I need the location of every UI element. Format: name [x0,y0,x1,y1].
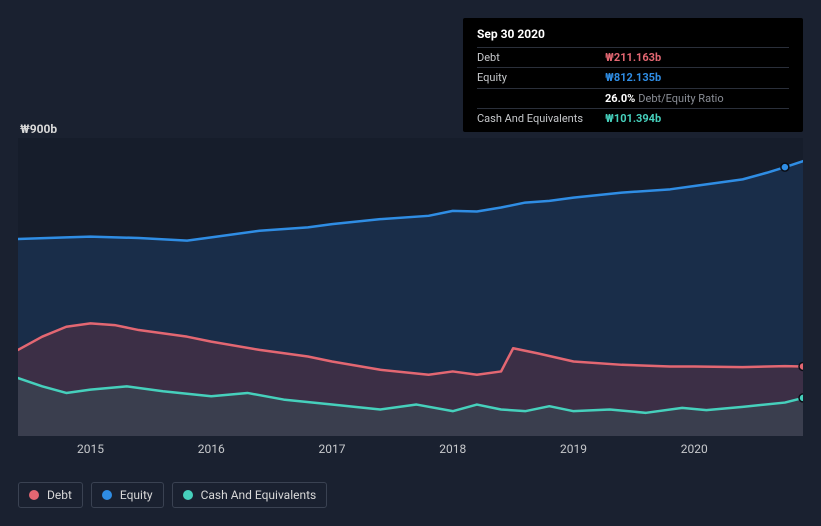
legend-swatch [102,490,112,500]
legend-label: Cash And Equivalents [201,488,317,502]
legend-label: Debt [47,488,72,502]
tooltip-row-label: Equity [477,70,605,85]
tooltip-date: Sep 30 2020 [477,26,789,43]
x-axis-tick: 2020 [681,442,708,456]
legend-label: Equity [120,488,153,502]
tooltip-row-value: 26.0% [605,91,635,106]
tooltip-row-value: ₩211.163b [605,50,661,65]
legend-swatch [183,490,193,500]
tooltip-row-value: ₩101.394b [605,111,661,126]
tooltip-row: Cash And Equivalents₩101.394b [477,108,789,128]
x-axis-tick: 2017 [319,442,346,456]
legend-item[interactable]: Cash And Equivalents [172,482,328,508]
x-axis-tick: 2019 [560,442,587,456]
legend: Debt Equity Cash And Equivalents [18,482,327,508]
y-axis-max-label: ₩900b [20,122,57,136]
tooltip-row: Debt₩211.163b [477,47,789,67]
tooltip-row: Equity₩812.135b [477,67,789,87]
chart-tooltip: Sep 30 2020 Debt₩211.163bEquity₩812.135b… [463,18,803,132]
x-axis-tick: 2016 [198,442,225,456]
legend-item[interactable]: Debt [18,482,83,508]
tooltip-row-value: ₩812.135b [605,70,661,85]
legend-item[interactable]: Equity [91,482,164,508]
legend-swatch [29,490,39,500]
tooltip-row-label: Debt [477,50,605,65]
tooltip-row-suffix: Debt/Equity Ratio [638,91,723,106]
x-axis-tick: 2018 [439,442,466,456]
tooltip-row-label: Cash And Equivalents [477,111,605,126]
x-axis: 2015 2016 2017 2018 2019 2020 [18,442,803,462]
x-axis-tick: 2015 [77,442,104,456]
tooltip-row-label [477,91,605,106]
chart-plot-area[interactable] [18,138,803,436]
tooltip-row: 26.0%Debt/Equity Ratio [477,88,789,108]
